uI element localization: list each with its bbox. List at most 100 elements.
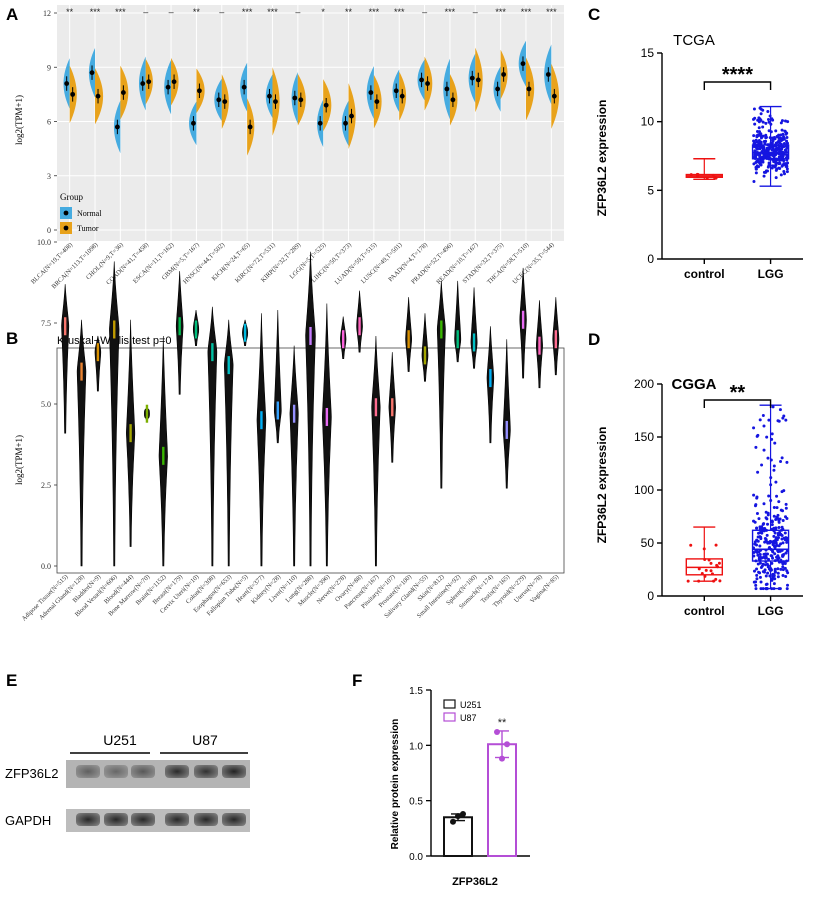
violin-box <box>521 310 525 329</box>
data-point <box>781 574 785 578</box>
data-point <box>773 531 777 535</box>
data-point <box>761 147 765 151</box>
data-point <box>774 176 778 180</box>
data-point <box>755 526 759 530</box>
data-point <box>764 574 768 578</box>
data-point <box>752 134 756 138</box>
significance-label: ** <box>66 7 74 17</box>
data-point <box>772 534 776 538</box>
tumor-median-dot <box>120 90 126 95</box>
data-point <box>786 120 790 124</box>
panel-b-violins <box>61 251 560 567</box>
data-point <box>779 459 783 463</box>
significance-bracket <box>703 399 772 408</box>
y-tick-label: 5 <box>647 183 654 197</box>
data-point <box>766 456 770 460</box>
data-point <box>779 567 783 571</box>
data-point <box>753 520 757 524</box>
data-point <box>764 135 768 139</box>
legend-title: Group <box>60 192 83 202</box>
significance-label: *** <box>495 7 506 17</box>
y-tick-label: 1.5 <box>409 686 423 697</box>
violin-box <box>194 320 198 339</box>
data-point <box>782 145 786 149</box>
significance-label: – <box>295 7 300 17</box>
data-point <box>752 179 756 183</box>
data-point <box>776 571 780 575</box>
significance-label: – <box>219 7 224 17</box>
y-tick-label: 0.0 <box>409 852 423 863</box>
data-point <box>764 556 768 560</box>
y-tick-label: 9 <box>47 63 51 72</box>
data-point <box>754 583 758 587</box>
normal-median-dot <box>64 81 70 86</box>
panel-a-y-ticks: 0 3 6 9 12 <box>43 9 57 235</box>
data-point <box>758 555 762 559</box>
data-point <box>759 535 763 539</box>
data-point <box>770 166 774 170</box>
panel-d-y-label: ZFP36L2 expression <box>595 427 609 544</box>
data-point <box>775 555 779 559</box>
data-point <box>757 517 761 521</box>
blot-band-zfp36l2 <box>222 765 246 778</box>
tumor-median-dot <box>349 113 354 119</box>
data-point <box>761 125 765 129</box>
data-point <box>761 522 765 526</box>
violin-box <box>505 420 508 439</box>
data-point <box>757 138 761 142</box>
data-point <box>686 579 690 583</box>
data-point <box>780 490 784 494</box>
data-point <box>767 154 771 158</box>
tumor-median-dot <box>95 93 101 99</box>
data-point <box>771 556 775 560</box>
data-point <box>773 164 777 168</box>
violin-box <box>423 346 427 365</box>
violin-box <box>554 330 558 349</box>
data-point <box>764 563 768 567</box>
legend-u87-swatch <box>443 712 456 722</box>
data-point <box>760 564 764 568</box>
data-point <box>785 135 789 139</box>
normal-median-dot <box>393 88 399 94</box>
data-point <box>758 146 762 150</box>
violin <box>502 339 511 489</box>
data-point <box>780 128 784 132</box>
violin-box <box>342 330 345 349</box>
data-point <box>767 161 771 165</box>
data-point <box>766 110 770 114</box>
data-point <box>770 148 774 152</box>
data-point <box>772 514 776 518</box>
panel-c-boxplot: 0 5 10 15 control LGG **** <box>641 46 803 281</box>
data-point <box>764 539 768 543</box>
data-point <box>767 118 771 122</box>
data-point <box>760 463 764 467</box>
y-tick-label: 3 <box>47 172 51 181</box>
data-point <box>717 561 721 565</box>
data-point <box>765 533 769 537</box>
data-point <box>781 519 785 523</box>
data-point <box>756 553 760 557</box>
violin-box <box>276 401 279 420</box>
panel-f-legend: U251 U87 <box>443 699 482 723</box>
y-tick-label: 0 <box>47 226 51 235</box>
data-point <box>758 575 762 579</box>
x-tick-label: BLCA(N=19,T=408) <box>30 241 74 285</box>
tumor-median-dot <box>551 93 557 99</box>
data-point <box>764 153 768 157</box>
data-point <box>753 154 757 158</box>
data-point <box>757 116 761 120</box>
data-point <box>752 569 756 573</box>
violin <box>109 261 120 567</box>
data-point <box>761 570 765 574</box>
data-point <box>772 148 776 152</box>
normal-median-dot <box>343 120 348 126</box>
violin <box>371 335 381 567</box>
data-point <box>762 502 766 506</box>
data-point <box>785 540 789 544</box>
data-point <box>767 164 771 168</box>
data-point <box>766 522 770 526</box>
panel-c: C TCGA ZFP36L2 expression 0 5 10 15 control L… <box>588 5 803 281</box>
tumor-median-dot <box>501 72 507 77</box>
panel-d: D CGGA ZFP36L2 expression 0 50 100 150 200 co… <box>588 330 803 618</box>
